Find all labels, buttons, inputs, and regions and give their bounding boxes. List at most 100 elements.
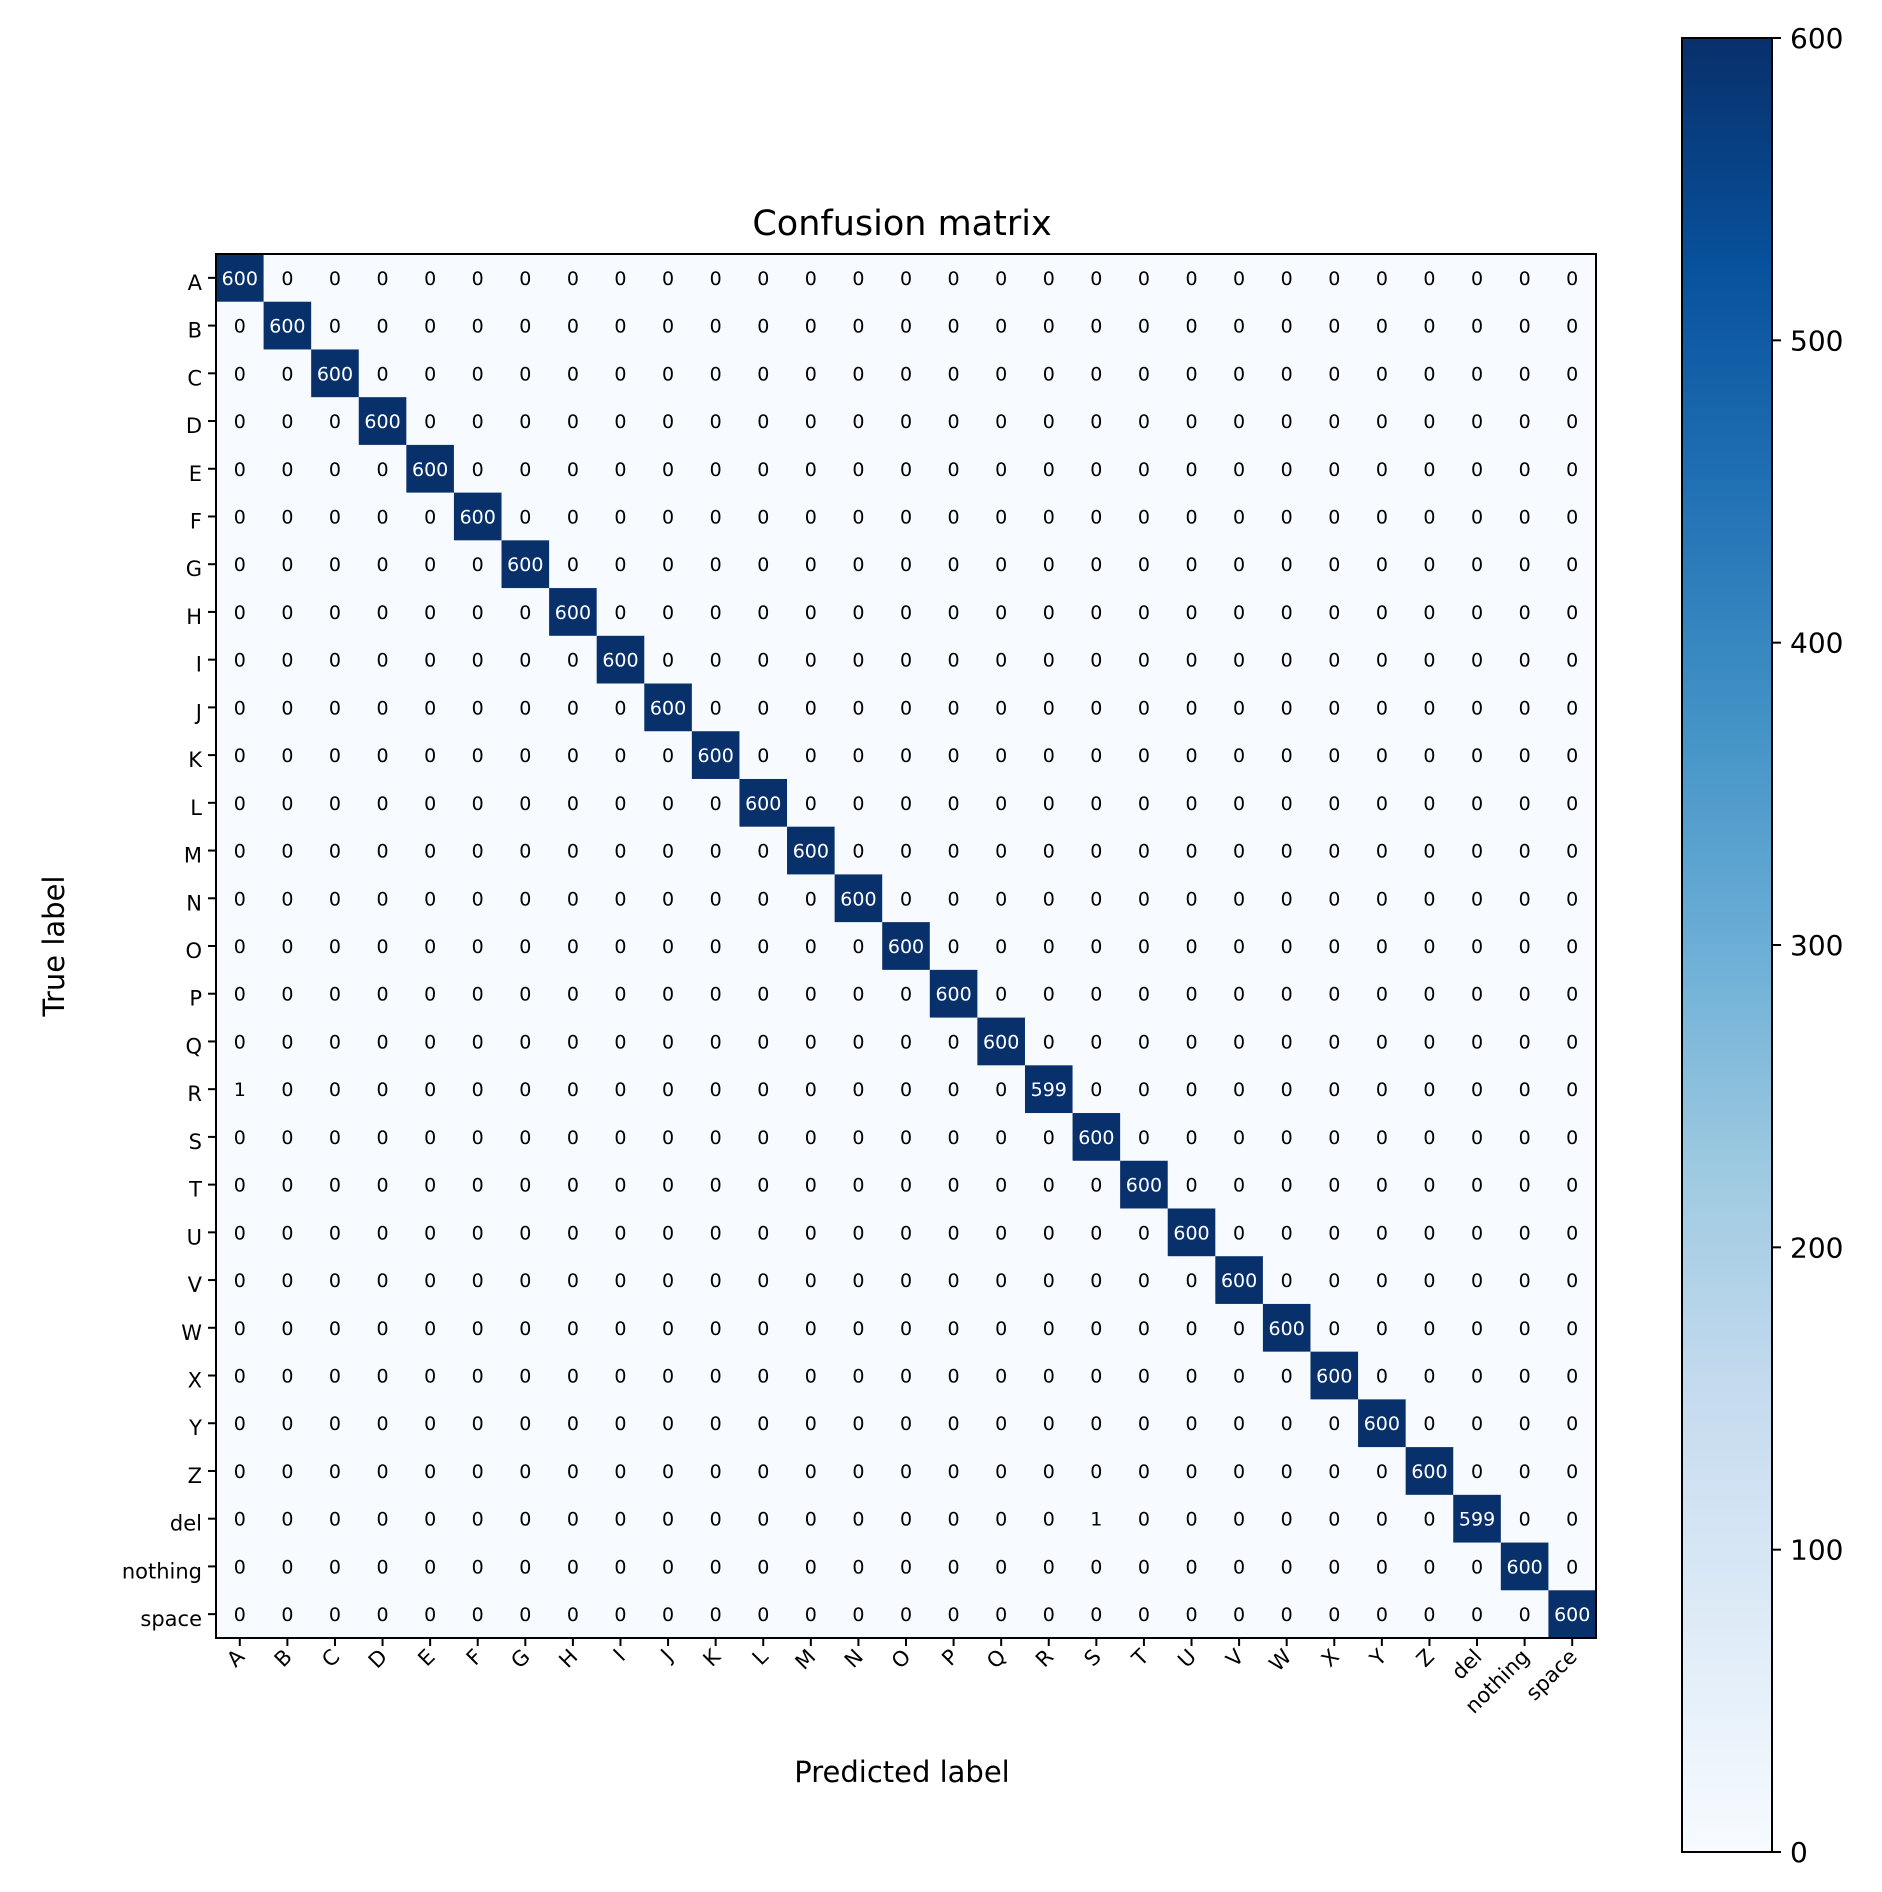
y-tick-label: S <box>189 1130 202 1154</box>
heatmap-cell <box>1120 731 1169 780</box>
heatmap-cell <box>1262 1542 1312 1591</box>
cell-value-label: 0 <box>377 1318 389 1340</box>
cell-value-label: 0 <box>1376 1461 1388 1483</box>
cell-value-label: 0 <box>662 268 674 290</box>
cell-value-label: 0 <box>377 1556 389 1578</box>
heatmap-cell <box>358 349 407 398</box>
heatmap-cell <box>596 301 645 351</box>
heatmap-cell <box>453 778 503 828</box>
cell-value-label: 0 <box>1519 1127 1531 1149</box>
heatmap-cell <box>1405 540 1454 589</box>
cell-value-label: 0 <box>710 554 722 576</box>
heatmap-cell <box>263 874 312 923</box>
cell-value-label: 0 <box>519 363 531 385</box>
cell-value-label: 0 <box>805 1175 817 1197</box>
cell-value-label: 0 <box>1185 554 1197 576</box>
cell-value-label: 0 <box>1233 745 1245 767</box>
cell-value-label: 0 <box>567 1604 579 1626</box>
cell-value-label: 0 <box>1138 602 1150 624</box>
heatmap-cell <box>501 1590 550 1639</box>
heatmap-cell <box>787 1256 836 1305</box>
heatmap-cell <box>1453 635 1502 685</box>
heatmap-cell <box>691 1447 741 1496</box>
heatmap-cell <box>1120 588 1169 637</box>
heatmap-cell <box>1120 540 1169 589</box>
heatmap-cell <box>1310 588 1359 637</box>
heatmap-cell <box>596 1447 645 1496</box>
heatmap-cell <box>1500 874 1550 923</box>
heatmap-cell <box>311 778 360 828</box>
cell-value-label: 600 <box>364 411 400 433</box>
cell-value-label: 0 <box>1043 363 1055 385</box>
cell-value-label: 0 <box>472 459 484 481</box>
cell-value-label: 0 <box>1328 363 1340 385</box>
heatmap-cell <box>1405 1351 1454 1400</box>
cell-value-label: 0 <box>995 936 1007 958</box>
heatmap-cell <box>263 635 312 685</box>
cell-value-label: 600 <box>1364 1413 1400 1435</box>
heatmap-cell <box>358 1017 407 1066</box>
cell-value-label: 0 <box>710 793 722 815</box>
heatmap-cell <box>1358 1447 1407 1496</box>
heatmap-cell <box>501 397 550 446</box>
cell-value-label: 0 <box>852 554 864 576</box>
cell-value-label: 0 <box>1233 554 1245 576</box>
cell-value-label: 0 <box>614 1175 626 1197</box>
heatmap-cell <box>929 1256 978 1305</box>
cell-value-label: 0 <box>1566 888 1578 910</box>
y-tick-label: G <box>186 557 202 581</box>
heatmap-cell <box>1024 1160 1074 1210</box>
heatmap-cell <box>263 922 312 971</box>
heatmap-cell <box>1310 1351 1359 1400</box>
cell-value-label: 0 <box>1519 650 1531 672</box>
cell-value-label: 0 <box>805 316 817 338</box>
cell-value-label: 600 <box>1269 1318 1305 1340</box>
heatmap-cell <box>1358 731 1407 780</box>
heatmap-cell <box>1405 1399 1454 1448</box>
heatmap-cell <box>453 301 503 351</box>
heatmap-cell <box>358 444 407 494</box>
heatmap-cell <box>1072 397 1121 446</box>
cell-value-label: 0 <box>852 1079 864 1101</box>
cell-value-label: 0 <box>377 1366 389 1388</box>
heatmap-cell <box>501 301 550 351</box>
heatmap-cell <box>1072 778 1121 828</box>
cell-value-label: 0 <box>995 1509 1007 1531</box>
colorbar-tick-label: 300 <box>1790 929 1843 962</box>
cell-value-label: 600 <box>507 554 543 576</box>
heatmap-cell <box>501 1351 550 1400</box>
cell-value-label: 0 <box>1090 697 1102 719</box>
heatmap-cell <box>787 731 836 780</box>
heatmap-cell <box>1405 826 1454 876</box>
heatmap-cell <box>263 1065 312 1114</box>
heatmap-cell <box>882 349 931 398</box>
heatmap-cell <box>1310 397 1359 446</box>
cell-value-label: 0 <box>1328 936 1340 958</box>
heatmap-cell <box>1120 969 1169 1019</box>
heatmap-cell <box>882 1399 931 1448</box>
cell-value-label: 0 <box>900 1079 912 1101</box>
cell-value-label: 0 <box>329 1556 341 1578</box>
heatmap-cell <box>1262 1303 1312 1353</box>
cell-value-label: 0 <box>1185 936 1197 958</box>
cell-value-label: 0 <box>757 936 769 958</box>
cell-value-label: 0 <box>377 984 389 1006</box>
cell-value-label: 0 <box>1090 1366 1102 1388</box>
cell-value-label: 0 <box>1376 1222 1388 1244</box>
heatmap-cell <box>691 397 741 446</box>
cell-value-label: 0 <box>1328 316 1340 338</box>
cell-value-label: 0 <box>519 936 531 958</box>
heatmap-cell <box>977 1447 1026 1496</box>
cell-value-label: 0 <box>948 1127 960 1149</box>
heatmap-cell <box>1358 254 1407 303</box>
heatmap-cell <box>406 1399 455 1448</box>
heatmap-cell <box>644 254 693 303</box>
cell-value-label: 0 <box>710 1604 722 1626</box>
heatmap-cell <box>453 826 503 876</box>
heatmap-cell <box>549 1160 598 1210</box>
heatmap-cell <box>1024 1256 1074 1305</box>
cell-value-label: 0 <box>424 841 436 863</box>
heatmap-cell <box>1215 588 1264 637</box>
heatmap-cell <box>929 1017 978 1066</box>
heatmap-cell <box>549 874 598 923</box>
